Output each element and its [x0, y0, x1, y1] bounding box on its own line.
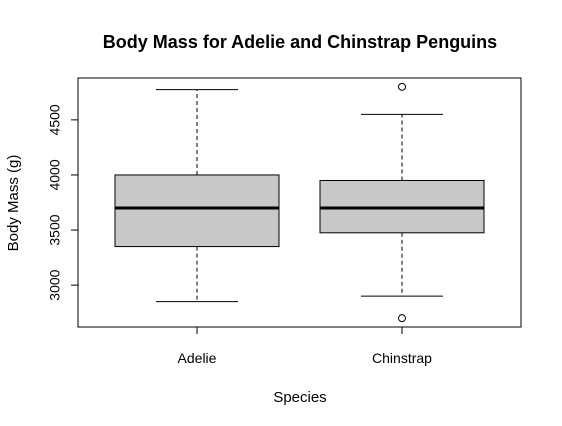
x-axis-label: Species — [273, 389, 326, 406]
y-axis-label: Body Mass (g) — [5, 155, 22, 252]
chart-title: Body Mass for Adelie and Chinstrap Pengu… — [103, 32, 497, 52]
x-tick-label: Adelie — [178, 350, 217, 366]
y-tick-label: 3500 — [47, 214, 63, 245]
x-tick-label: Chinstrap — [372, 350, 432, 366]
y-tick-label: 3000 — [47, 269, 63, 300]
chart-marks: 3000 3500 4000 4500 Adelie Chinstrap — [47, 82, 485, 366]
y-tick-label: 4500 — [47, 104, 63, 135]
outlier-point — [398, 82, 406, 91]
box-adelie — [114, 174, 280, 248]
y-tick-label: 4000 — [47, 159, 63, 190]
outlier-point — [398, 314, 406, 323]
